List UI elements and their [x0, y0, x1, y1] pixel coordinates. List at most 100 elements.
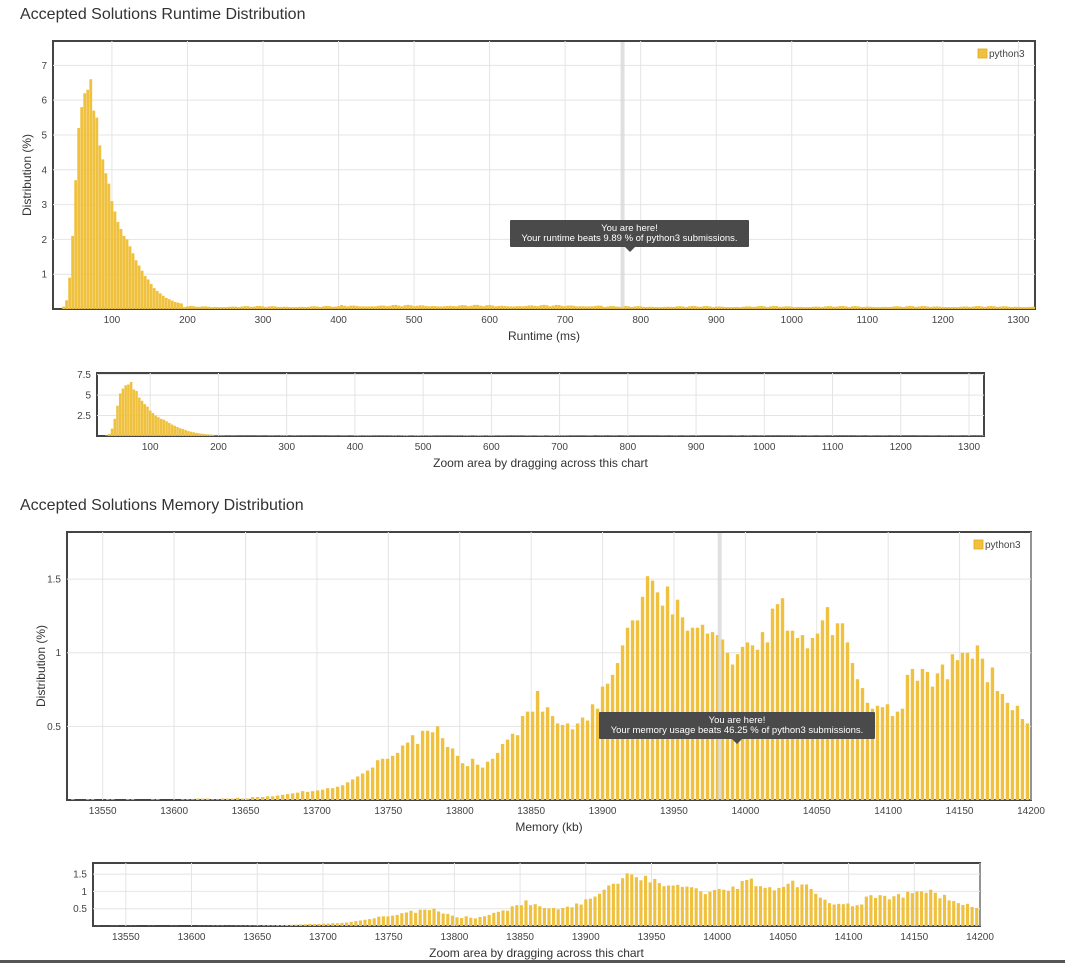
distribution-bar — [348, 435, 351, 436]
distribution-bar — [640, 596, 645, 800]
distribution-bar — [167, 299, 171, 309]
distribution-bar — [476, 304, 479, 309]
distribution-bar — [758, 886, 763, 926]
distribution-bar — [358, 920, 362, 926]
distribution-bar — [929, 435, 933, 436]
distribution-bar — [965, 306, 969, 309]
distribution-bar — [609, 306, 612, 309]
distribution-bar — [823, 306, 827, 309]
distribution-bar — [521, 306, 525, 309]
distribution-bar — [165, 421, 168, 436]
distribution-bar — [395, 752, 400, 800]
distribution-bar — [590, 704, 595, 800]
distribution-bar — [714, 306, 718, 309]
distribution-bar — [296, 435, 299, 436]
distribution-bar — [255, 435, 258, 436]
distribution-bar — [1013, 306, 1017, 309]
distribution-bar — [318, 435, 321, 436]
distribution-bar — [209, 434, 212, 436]
distribution-bar — [754, 435, 758, 436]
distribution-bar — [642, 306, 646, 309]
distribution-bar — [685, 886, 689, 926]
distribution-bar — [295, 792, 300, 800]
distribution-bar — [612, 435, 616, 436]
distribution-bar — [497, 305, 501, 309]
distribution-bar — [611, 883, 615, 926]
distribution-bar — [471, 435, 474, 436]
distribution-bar — [375, 435, 379, 436]
distribution-bar — [890, 306, 893, 309]
distribution-bar — [308, 923, 312, 926]
distribution-bar — [322, 923, 326, 926]
distribution-bar — [635, 620, 640, 800]
distribution-bar — [405, 435, 409, 436]
x-tick-label: 14200 — [966, 932, 994, 943]
legend-label: python3 — [985, 540, 1021, 551]
distribution-bar — [754, 886, 758, 926]
distribution-bar — [210, 799, 215, 800]
distribution-bar — [89, 79, 93, 310]
distribution-bar — [525, 711, 530, 800]
distribution-bar — [481, 435, 485, 436]
distribution-bar — [901, 897, 905, 926]
distribution-bar — [796, 306, 800, 309]
distribution-bar — [421, 305, 425, 309]
distribution-bar — [520, 716, 525, 800]
distribution-bar — [856, 306, 860, 309]
distribution-bar — [550, 435, 553, 436]
distribution-bar — [1029, 306, 1032, 309]
distribution-bar — [820, 307, 824, 309]
distribution-bar — [929, 889, 933, 926]
distribution-bar — [1004, 306, 1008, 309]
x-tick-label: 13900 — [572, 932, 600, 943]
distribution-bar — [923, 306, 927, 309]
distribution-bar — [891, 435, 894, 436]
distribution-bar — [177, 302, 180, 309]
distribution-bar — [358, 306, 362, 309]
distribution-bar — [672, 435, 676, 436]
distribution-bar — [727, 435, 731, 436]
distribution-bar — [424, 435, 428, 436]
distribution-bar — [343, 305, 346, 309]
distribution-bar — [215, 799, 220, 800]
distribution-bar — [86, 89, 90, 310]
distribution-bar — [415, 744, 420, 800]
distribution-bar — [811, 306, 815, 309]
distribution-bar — [798, 435, 802, 436]
distribution-bar — [539, 305, 543, 309]
distribution-bar — [560, 724, 565, 800]
distribution-bar — [550, 716, 555, 800]
x-tick-label: 13550 — [112, 932, 140, 943]
distribution-bar — [975, 908, 979, 926]
distribution-bar — [665, 586, 670, 800]
distribution-bar — [62, 306, 65, 309]
distribution-bar — [956, 903, 960, 926]
distribution-bar — [365, 770, 370, 800]
distribution-bar — [581, 306, 585, 309]
distribution-bar — [527, 305, 531, 309]
distribution-bar — [772, 305, 776, 309]
distribution-bar — [299, 924, 303, 926]
distribution-bar — [934, 435, 938, 436]
distribution-bar — [875, 705, 880, 800]
distribution-bar — [479, 305, 482, 309]
distribution-bar — [266, 925, 270, 926]
distribution-bar — [303, 306, 307, 309]
distribution-bar — [529, 905, 533, 926]
distribution-bar — [930, 686, 935, 800]
distribution-bar — [146, 279, 150, 309]
distribution-bar — [152, 288, 156, 309]
distribution-bar — [512, 306, 516, 309]
distribution-bar — [491, 305, 495, 309]
distribution-bar — [340, 305, 343, 309]
distribution-bar — [1007, 306, 1011, 309]
y-tick-label: 2 — [41, 235, 47, 246]
runtime-main-chart[interactable]: 1 2 3 4 5 6 7 100 200 300 400 500 600 700 800 900 1000 11… — [0, 0, 1065, 350]
distribution-bar — [511, 435, 515, 436]
y-tick-label: 0.5 — [73, 904, 87, 915]
distribution-bar — [255, 797, 260, 800]
distribution-bar — [122, 235, 126, 309]
